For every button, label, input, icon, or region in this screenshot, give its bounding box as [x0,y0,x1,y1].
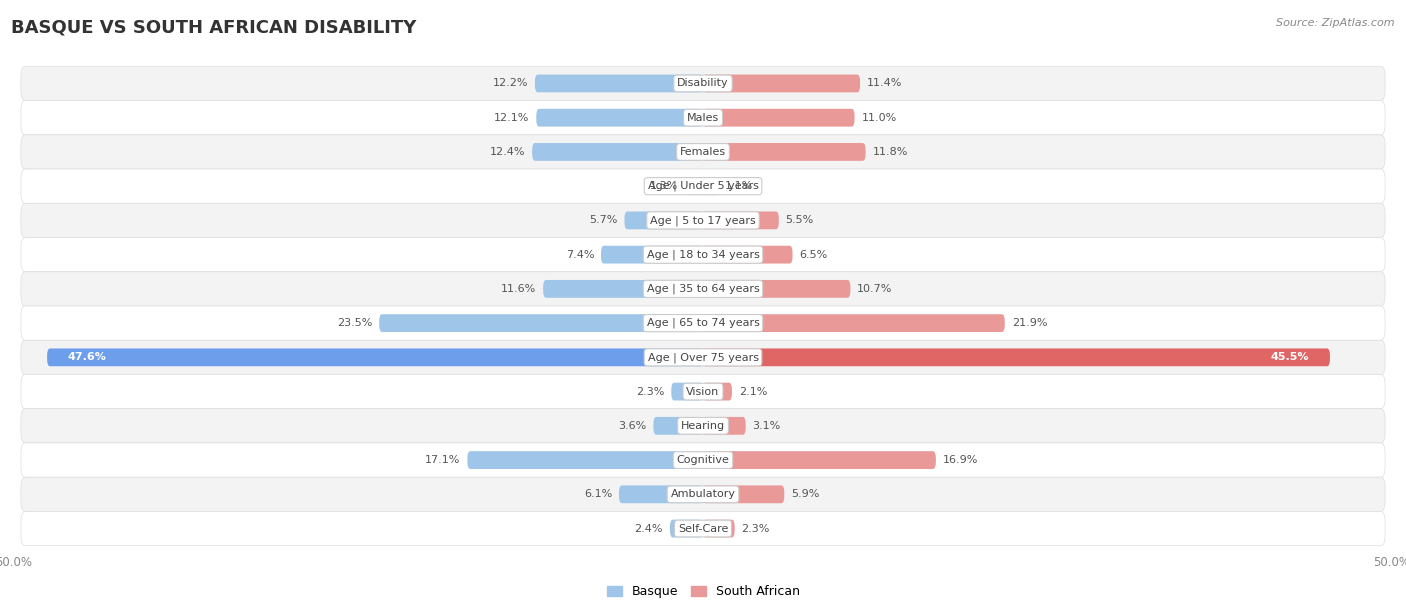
Text: Age | 5 to 17 years: Age | 5 to 17 years [650,215,756,226]
FancyBboxPatch shape [703,314,1005,332]
FancyBboxPatch shape [21,477,1385,512]
Text: 6.1%: 6.1% [583,490,612,499]
Text: Vision: Vision [686,387,720,397]
Text: 23.5%: 23.5% [337,318,373,328]
FancyBboxPatch shape [703,382,733,400]
Text: 1.3%: 1.3% [650,181,678,191]
Text: 2.4%: 2.4% [634,523,664,534]
FancyBboxPatch shape [703,143,866,161]
Text: 21.9%: 21.9% [1012,318,1047,328]
Text: Disability: Disability [678,78,728,89]
Text: 11.4%: 11.4% [868,78,903,89]
Text: Males: Males [688,113,718,122]
Text: 1.1%: 1.1% [725,181,754,191]
Text: 2.3%: 2.3% [636,387,665,397]
Text: Ambulatory: Ambulatory [671,490,735,499]
FancyBboxPatch shape [48,348,703,366]
FancyBboxPatch shape [21,512,1385,546]
FancyBboxPatch shape [21,169,1385,203]
FancyBboxPatch shape [21,272,1385,306]
FancyBboxPatch shape [600,246,703,264]
Text: Age | Under 5 years: Age | Under 5 years [648,181,758,192]
Text: 5.5%: 5.5% [786,215,814,225]
FancyBboxPatch shape [21,409,1385,443]
Text: 16.9%: 16.9% [943,455,979,465]
FancyBboxPatch shape [703,212,779,230]
FancyBboxPatch shape [21,135,1385,169]
FancyBboxPatch shape [21,375,1385,409]
Text: 12.2%: 12.2% [492,78,529,89]
Text: 12.1%: 12.1% [494,113,530,122]
FancyBboxPatch shape [703,417,745,435]
Legend: Basque, South African: Basque, South African [602,580,804,603]
Text: 45.5%: 45.5% [1271,353,1309,362]
FancyBboxPatch shape [21,443,1385,477]
Text: 6.5%: 6.5% [800,250,828,259]
FancyBboxPatch shape [380,314,703,332]
FancyBboxPatch shape [467,451,703,469]
Text: 11.6%: 11.6% [501,284,536,294]
Text: Age | 18 to 34 years: Age | 18 to 34 years [647,250,759,260]
FancyBboxPatch shape [21,306,1385,340]
FancyBboxPatch shape [703,348,1330,366]
FancyBboxPatch shape [619,485,703,503]
FancyBboxPatch shape [21,100,1385,135]
Text: Age | 65 to 74 years: Age | 65 to 74 years [647,318,759,329]
FancyBboxPatch shape [21,203,1385,237]
Text: 11.0%: 11.0% [862,113,897,122]
FancyBboxPatch shape [703,246,793,264]
FancyBboxPatch shape [21,66,1385,100]
Text: 17.1%: 17.1% [425,455,461,465]
FancyBboxPatch shape [703,177,718,195]
Text: 2.1%: 2.1% [738,387,768,397]
Text: 5.9%: 5.9% [792,490,820,499]
FancyBboxPatch shape [703,520,735,537]
Text: Hearing: Hearing [681,421,725,431]
Text: Cognitive: Cognitive [676,455,730,465]
FancyBboxPatch shape [536,109,703,127]
Text: 12.4%: 12.4% [489,147,526,157]
FancyBboxPatch shape [703,75,860,92]
Text: Age | Over 75 years: Age | Over 75 years [648,352,758,362]
FancyBboxPatch shape [669,520,703,537]
FancyBboxPatch shape [624,212,703,230]
Text: 10.7%: 10.7% [858,284,893,294]
FancyBboxPatch shape [654,417,703,435]
Text: 5.7%: 5.7% [589,215,617,225]
FancyBboxPatch shape [534,75,703,92]
FancyBboxPatch shape [703,485,785,503]
FancyBboxPatch shape [703,280,851,298]
Text: 47.6%: 47.6% [67,353,107,362]
Text: 7.4%: 7.4% [565,250,595,259]
FancyBboxPatch shape [671,382,703,400]
FancyBboxPatch shape [685,177,703,195]
FancyBboxPatch shape [703,451,936,469]
FancyBboxPatch shape [21,237,1385,272]
Text: Age | 35 to 64 years: Age | 35 to 64 years [647,283,759,294]
Text: 11.8%: 11.8% [873,147,908,157]
Text: 3.6%: 3.6% [619,421,647,431]
Text: 3.1%: 3.1% [752,421,780,431]
Text: Self-Care: Self-Care [678,523,728,534]
FancyBboxPatch shape [703,109,855,127]
Text: BASQUE VS SOUTH AFRICAN DISABILITY: BASQUE VS SOUTH AFRICAN DISABILITY [11,18,416,36]
Text: 2.3%: 2.3% [741,523,770,534]
FancyBboxPatch shape [543,280,703,298]
FancyBboxPatch shape [21,340,1385,375]
FancyBboxPatch shape [531,143,703,161]
Text: Females: Females [681,147,725,157]
Text: Source: ZipAtlas.com: Source: ZipAtlas.com [1277,18,1395,28]
